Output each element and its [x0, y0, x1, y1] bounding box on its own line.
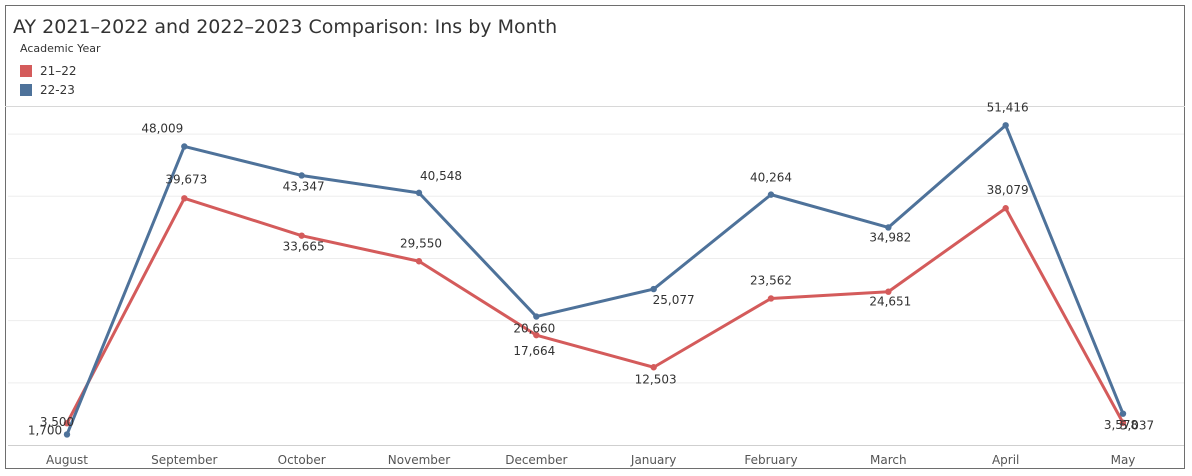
legend-item-21-22[interactable]: 21–22: [20, 61, 100, 80]
data-point: [415, 189, 423, 197]
x-tick-label: November: [388, 453, 450, 467]
legend-label-21-22: 21–22: [40, 63, 77, 78]
legend[interactable]: Academic Year 21–22 22-23: [20, 42, 100, 99]
x-tick-label: October: [278, 453, 326, 467]
legend-label-22-23: 22-23: [40, 82, 75, 97]
x-tick-label: December: [505, 453, 567, 467]
data-point: [63, 431, 71, 438]
data-label: 43,347: [283, 179, 325, 193]
data-point: [63, 420, 71, 427]
series-line-21-22: [65, 196, 1125, 424]
data-label: 51,416: [987, 100, 1029, 114]
data-point: [181, 195, 188, 202]
x-tick-label: September: [151, 453, 217, 467]
legend-item-22-23[interactable]: 22-23: [20, 80, 100, 99]
legend-swatch-22-23: [20, 83, 32, 96]
data-label: 1,700: [28, 423, 62, 437]
data-point: [885, 224, 892, 231]
data-label: 40,548: [420, 169, 462, 183]
legend-title: Academic Year: [20, 42, 101, 55]
chart-frame: [5, 5, 1185, 469]
data-label: 20,660: [513, 322, 555, 336]
data-point: [767, 191, 775, 198]
x-tick-label: March: [870, 453, 907, 467]
data-point: [650, 364, 657, 371]
data-point: [885, 288, 892, 295]
data-label: 29,550: [400, 236, 442, 250]
data-label: 34,982: [869, 230, 911, 244]
data-point: [415, 258, 423, 265]
data-point: [767, 295, 775, 302]
chart-title: AY 2021–2022 and 2022–2023 Comparison: I…: [13, 16, 558, 38]
header-separator: [5, 106, 1185, 107]
data-label: 5,037: [1120, 419, 1154, 433]
data-label: 3,578: [1104, 418, 1138, 432]
series-line-22-23: [65, 123, 1125, 435]
data-point: [650, 285, 657, 293]
x-tick-label: May: [1111, 453, 1136, 467]
data-point: [1002, 205, 1009, 212]
data-label: 39,673: [165, 172, 207, 186]
data-label: 40,264: [750, 171, 792, 185]
x-tick-label: August: [46, 453, 88, 467]
x-tick-label: January: [630, 453, 677, 467]
data-label: 38,079: [987, 183, 1029, 197]
data-label: 25,077: [653, 293, 695, 307]
data-label: 3,500: [40, 415, 74, 429]
data-label: 12,503: [635, 372, 677, 386]
x-tick-label: February: [744, 453, 797, 467]
data-label: 17,664: [513, 344, 555, 358]
data-label: 48,009: [141, 121, 183, 135]
data-label: 23,562: [750, 273, 792, 287]
x-tick-label: April: [992, 453, 1019, 467]
data-point: [1119, 410, 1127, 417]
data-point: [1002, 122, 1009, 129]
data-point: [298, 172, 305, 179]
data-point: [1119, 419, 1127, 426]
data-point: [181, 143, 188, 150]
data-point: [533, 331, 540, 339]
legend-swatch-21-22: [20, 64, 32, 77]
data-point: [298, 232, 305, 239]
data-point: [533, 313, 540, 320]
data-label: 24,651: [869, 295, 911, 309]
data-label: 33,665: [283, 240, 325, 254]
